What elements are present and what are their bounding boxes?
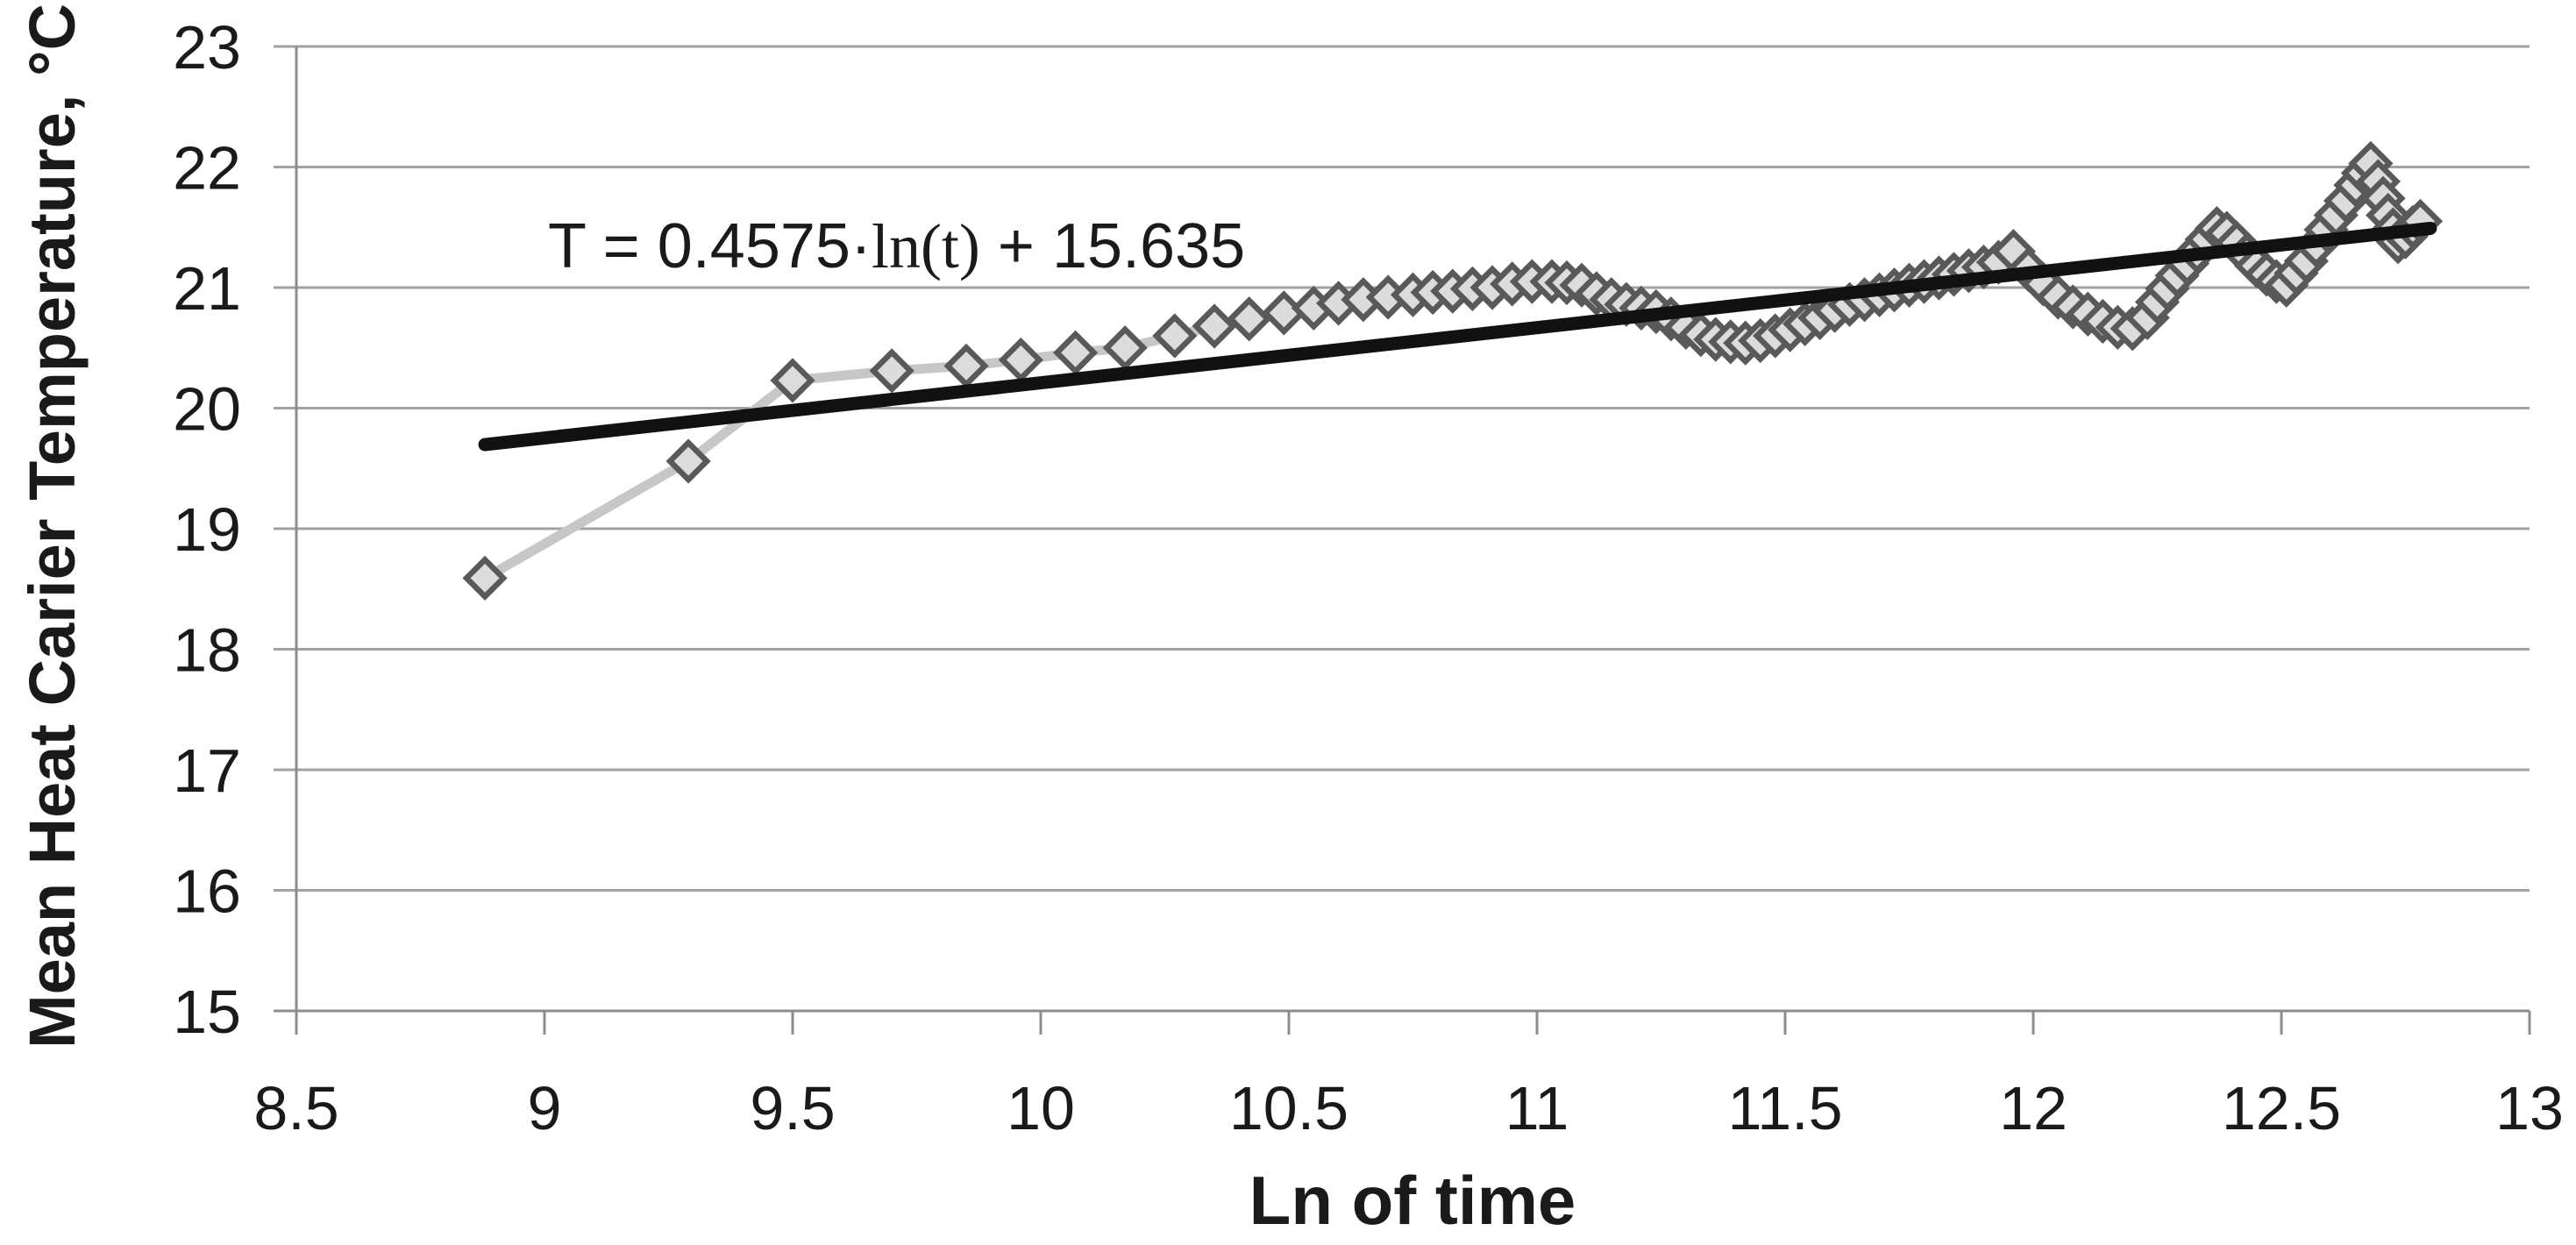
- diamond-marker: [770, 358, 815, 403]
- equation-ln-term: ln(t): [872, 211, 980, 281]
- y-tick-label: 21: [173, 254, 241, 323]
- x-tick-label: 10.5: [1229, 1074, 1348, 1142]
- y-axis-title: Mean Heat Carier Temperature, °C: [16, 4, 89, 1049]
- y-tick-label: 18: [173, 616, 241, 685]
- x-axis-title: Ln of time: [1249, 1162, 1576, 1239]
- equation-prefix: T = 0.4575·: [548, 211, 872, 281]
- trendline-equation: T = 0.4575·ln(t) + 15.635: [548, 211, 1245, 281]
- x-tick-label: 10: [1007, 1074, 1075, 1142]
- y-tick-label: 22: [173, 134, 241, 203]
- diamond-marker: [943, 343, 989, 388]
- diamond-marker: [1192, 303, 1237, 349]
- diamond-marker: [998, 337, 1043, 383]
- diamond-marker: [665, 438, 711, 484]
- x-tick-label: 13: [2495, 1074, 2564, 1142]
- y-tick-label: 17: [173, 736, 241, 805]
- y-tick-label: 19: [173, 495, 241, 564]
- x-tick-label: 8.5: [253, 1074, 338, 1142]
- x-tick-label: 11.5: [1727, 1074, 1842, 1142]
- y-tick-label: 20: [173, 375, 241, 444]
- y-tick-label: 23: [173, 13, 241, 82]
- diamond-marker: [869, 348, 914, 394]
- x-tick-label: 9.5: [750, 1074, 835, 1142]
- tick-labels: 15 16 17 18 19 20 21 22 23 8.5 9 9.5 10 10.5 11 11.5 12 1…: [173, 13, 2564, 1142]
- data-series-layer: [462, 140, 2444, 601]
- x-tick-label: 11: [1505, 1074, 1569, 1142]
- y-tick-label: 15: [173, 978, 241, 1046]
- diamond-marker: [462, 555, 508, 601]
- diamond-marker: [1053, 330, 1099, 375]
- diamond-marker: [1152, 313, 1198, 359]
- diamond-marker: [1227, 296, 1272, 342]
- x-tick-label: 12: [1999, 1074, 2067, 1142]
- gridlines-and-axes: [274, 45, 2531, 1035]
- x-tick-label: 12.5: [2222, 1074, 2341, 1142]
- equation-suffix: + 15.635: [980, 211, 1245, 281]
- y-tick-label: 16: [173, 857, 241, 926]
- diamond-marker: [1102, 325, 1148, 371]
- x-tick-label: 9: [528, 1074, 562, 1142]
- trendline: [478, 221, 2437, 452]
